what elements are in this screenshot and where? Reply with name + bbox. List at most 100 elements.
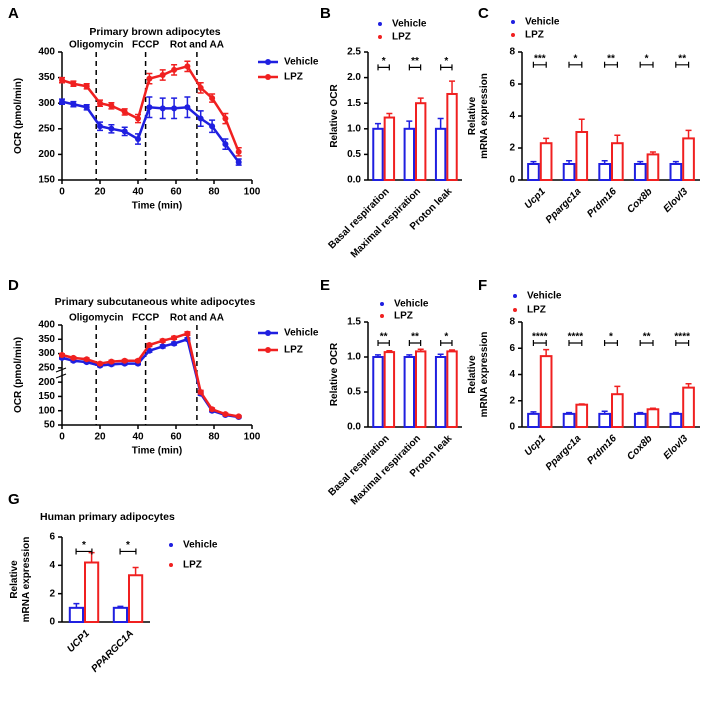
significance-bracket [639, 61, 654, 68]
y-tick-label: 200 [38, 377, 55, 388]
y-axis-label-line: Relative [9, 560, 20, 599]
bar [539, 142, 553, 181]
y-tick-label: 250 [38, 123, 55, 134]
bar [415, 350, 427, 428]
data-point [159, 337, 166, 344]
error-bar [601, 410, 608, 414]
significance-label: ** [380, 332, 388, 343]
data-point [197, 389, 204, 396]
data-point [97, 100, 103, 107]
significance-label: * [444, 56, 448, 67]
annotation-label: FCCP [132, 313, 160, 324]
y-tick-label: 0.5 [347, 149, 361, 160]
legend-label: LPZ [392, 32, 411, 43]
y-axis-label: RelativemRNA expression [9, 537, 32, 623]
x-tick-label: 20 [94, 432, 106, 443]
x-tick-label: Elovl3 [662, 186, 691, 215]
bar [527, 412, 540, 428]
y-axis-label: OCR (pmol/min) [13, 337, 24, 413]
legend-swatch [511, 33, 515, 37]
legend-label: LPZ [527, 305, 546, 316]
bar [383, 351, 396, 429]
panel-letter: A [8, 5, 19, 22]
error-bar [530, 411, 537, 414]
error-bar [417, 348, 424, 352]
x-tick-label: Cox8b [625, 186, 654, 215]
error-bar [437, 117, 444, 129]
y-tick-label: 350 [38, 72, 55, 83]
bar [383, 116, 396, 182]
data-point [222, 115, 229, 122]
significance-label: **** [568, 332, 584, 343]
error-bar [417, 97, 424, 104]
bar [633, 163, 647, 181]
y-tick-label: 100 [38, 405, 55, 416]
error-bar [449, 349, 456, 352]
y-tick-label: 4 [509, 111, 515, 122]
error-bar [406, 354, 413, 357]
legend-label: Vehicle [284, 328, 319, 339]
chart-panel: B 0.0 0.5 1.0 1.5 2.0 2.5 Relative OCR Vehicle LP… [320, 5, 462, 260]
data-point [83, 356, 90, 363]
error-bar [566, 411, 573, 414]
data-point [70, 101, 77, 108]
significance-bracket [119, 548, 137, 555]
bar [434, 127, 447, 182]
data-point [135, 115, 141, 122]
y-tick-label: 350 [38, 334, 55, 345]
x-tick-label: 40 [132, 432, 144, 443]
significance-label: **** [532, 332, 548, 343]
y-axis-label-line: mRNA expression [21, 537, 32, 623]
bar [598, 412, 612, 428]
x-axis-label: Time (min) [132, 446, 182, 457]
error-bar [117, 605, 124, 608]
error-bar [637, 160, 644, 164]
legend-label: LPZ [284, 72, 303, 83]
annotation-label: Oligomycin [69, 40, 123, 51]
legend-swatch [378, 22, 382, 26]
annotation-label: Rot and AA [170, 313, 224, 324]
legend-swatch [169, 563, 173, 567]
bar [527, 163, 540, 181]
x-axis-label: Time (min) [132, 201, 182, 212]
bar [539, 355, 553, 428]
error-bar [672, 160, 679, 164]
bar [128, 574, 144, 623]
error-bar [685, 382, 692, 388]
y-tick-label: 8 [509, 317, 515, 328]
y-tick-label: 8 [509, 47, 515, 58]
bar [682, 386, 695, 428]
y-tick-label: 400 [38, 47, 55, 58]
significance-label: * [645, 53, 649, 64]
panel-letter: C [478, 5, 489, 22]
bar [403, 356, 416, 428]
data-point [108, 102, 115, 109]
significance-label: * [609, 332, 613, 343]
legend-label: LPZ [525, 30, 544, 41]
data-point [197, 115, 204, 122]
error-bar [614, 385, 621, 395]
error-bar [543, 348, 550, 357]
error-bar [530, 160, 537, 164]
bar [446, 350, 458, 428]
data-point [159, 72, 166, 79]
significance-bracket [408, 64, 422, 71]
data-point [222, 411, 229, 418]
chart-title: Human primary adipocytes [40, 511, 175, 523]
y-tick-label: 6 [509, 79, 515, 90]
bar [611, 393, 624, 428]
legend-swatch [378, 35, 382, 39]
error-bar [614, 134, 621, 144]
error-bar [406, 120, 413, 129]
chart-panel: C 0 2 4 6 8 RelativemRNA expression Vehicle LPZ U… [467, 5, 700, 226]
legend-label: LPZ [284, 345, 303, 356]
data-point [121, 357, 128, 364]
y-tick-label: 0 [49, 617, 55, 628]
data-point [171, 66, 178, 73]
significance-label: ** [678, 53, 686, 64]
significance-bracket [603, 61, 619, 68]
bar [669, 412, 683, 428]
significance-bracket [532, 61, 547, 68]
x-tick-label: 0 [59, 187, 65, 198]
